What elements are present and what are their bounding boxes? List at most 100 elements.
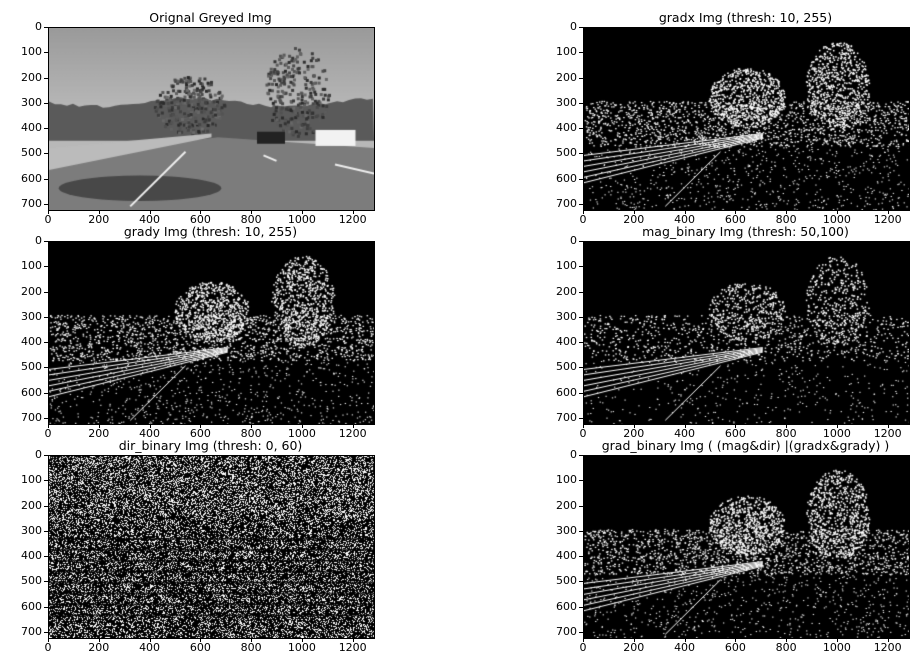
x-tick-label: 1000 [822, 427, 851, 440]
y-tick-mark [579, 153, 583, 155]
y-tick-label: 200 [556, 498, 577, 512]
x-tick-label: 400 [139, 641, 161, 654]
y-tick-mark [579, 291, 583, 293]
y-tick-mark [44, 505, 48, 507]
y-tick-mark [44, 556, 48, 558]
x-tick-mark [251, 210, 253, 214]
y-tick-mark [44, 606, 48, 608]
y-tick-mark [44, 455, 48, 456]
y-tick-mark [44, 581, 48, 583]
y-tick-label: 400 [21, 335, 42, 349]
y-tick-mark [579, 631, 583, 633]
y-tick-mark [579, 606, 583, 608]
image-grad [584, 456, 909, 638]
y-tick-label: 400 [21, 549, 42, 563]
panel-title: grady Img (thresh: 10, 255) [123, 224, 298, 239]
y-tick-mark [579, 77, 583, 79]
x-tick-label: 1000 [822, 213, 851, 226]
y-tick-mark [579, 178, 583, 180]
x-tick-label: 200 [88, 213, 110, 226]
y-tick-label: 300 [556, 523, 577, 537]
x-tick-label: 800 [775, 427, 797, 440]
x-tick-mark [48, 210, 49, 214]
y-tick-label: 500 [21, 146, 42, 160]
x-tick-label: 0 [579, 641, 587, 654]
x-tick-label: 400 [674, 641, 696, 654]
x-tick-label: 600 [189, 641, 211, 654]
x-tick-label: 800 [775, 641, 797, 654]
x-tick-label: 400 [139, 213, 161, 226]
y-tick-label: 300 [21, 95, 42, 109]
x-tick-label: 1200 [873, 641, 902, 654]
y-tick-mark [579, 241, 583, 242]
y-tick-mark [579, 530, 583, 532]
x-tick-label: 1200 [338, 427, 367, 440]
x-tick-mark [352, 210, 354, 214]
y-tick-label: 400 [21, 121, 42, 135]
y-tick-mark [44, 241, 48, 242]
y-tick-label: 300 [556, 95, 577, 109]
y-tick-label: 500 [556, 360, 577, 374]
image-axes-mag [583, 241, 910, 425]
y-tick-label: 500 [21, 574, 42, 588]
y-tick-label: 0 [570, 448, 577, 461]
y-tick-label: 100 [21, 473, 42, 487]
y-tick-label: 0 [35, 448, 42, 461]
y-tick-mark [579, 342, 583, 344]
y-tick-mark [579, 556, 583, 558]
x-tick-label: 200 [623, 213, 645, 226]
x-tick-mark [98, 424, 100, 428]
y-tick-label: 300 [556, 309, 577, 323]
y-tick-label: 600 [556, 171, 577, 185]
y-tick-label: 200 [21, 70, 42, 84]
y-tick-mark [44, 102, 48, 104]
y-tick-label: 100 [556, 45, 577, 59]
x-tick-label: 0 [44, 427, 52, 440]
x-tick-label: 1200 [873, 213, 902, 226]
y-tick-mark [44, 128, 48, 130]
x-tick-mark [149, 210, 151, 214]
y-tick-label: 400 [556, 549, 577, 563]
y-tick-label: 700 [556, 196, 577, 210]
x-tick-mark [583, 424, 584, 428]
y-tick-label: 200 [21, 498, 42, 512]
y-tick-label: 600 [21, 171, 42, 185]
x-tick-label: 200 [88, 641, 110, 654]
image-dir [49, 456, 374, 638]
y-tick-label: 700 [21, 410, 42, 424]
image-orig [49, 28, 374, 210]
x-tick-label: 600 [189, 427, 211, 440]
y-tick-mark [579, 52, 583, 54]
x-tick-mark [633, 424, 635, 428]
x-tick-mark [887, 210, 889, 214]
x-tick-mark [352, 638, 354, 642]
x-tick-label: 1000 [287, 427, 316, 440]
x-tick-mark [251, 424, 253, 428]
x-tick-mark [836, 424, 838, 428]
image-axes-gradx [583, 27, 910, 211]
y-tick-label: 500 [556, 574, 577, 588]
y-tick-mark [579, 392, 583, 394]
x-tick-label: 600 [724, 427, 746, 440]
x-tick-mark [735, 424, 737, 428]
x-tick-mark [786, 424, 788, 428]
x-tick-mark [98, 210, 100, 214]
y-tick-label: 300 [21, 523, 42, 537]
x-tick-label: 0 [44, 213, 52, 226]
x-tick-label: 0 [579, 213, 587, 226]
y-tick-label: 700 [21, 624, 42, 638]
x-tick-mark [301, 638, 303, 642]
y-tick-mark [44, 77, 48, 79]
y-tick-mark [579, 455, 583, 456]
x-tick-mark [48, 424, 49, 428]
panel-title: Orignal Greyed Img [149, 10, 272, 25]
x-tick-label: 200 [623, 641, 645, 654]
y-tick-label: 100 [556, 259, 577, 273]
y-tick-label: 0 [35, 234, 42, 247]
y-tick-mark [579, 27, 583, 28]
x-tick-mark [684, 638, 686, 642]
x-tick-label: 200 [88, 427, 110, 440]
x-tick-mark [684, 210, 686, 214]
x-tick-mark [836, 210, 838, 214]
y-tick-label: 500 [556, 146, 577, 160]
